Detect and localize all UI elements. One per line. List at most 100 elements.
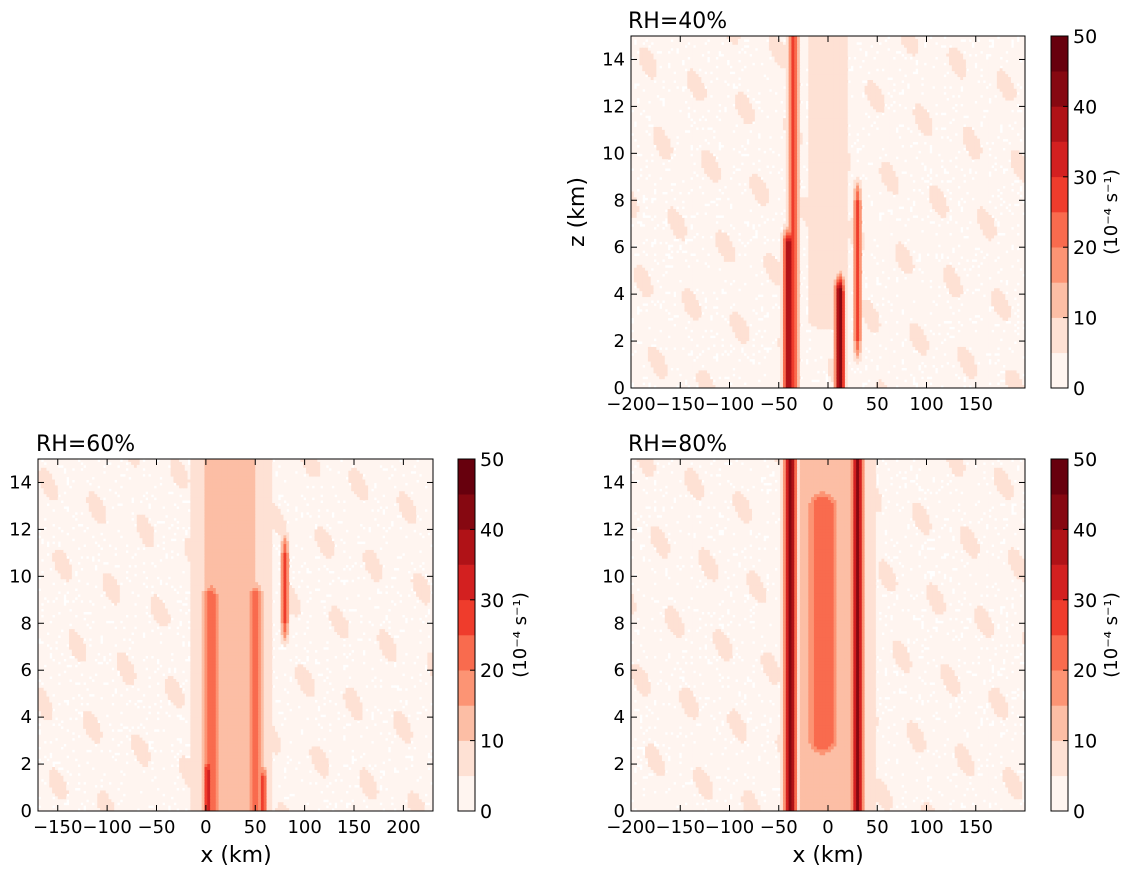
contour-cell [743,80,747,84]
contour-cell [1022,103,1025,107]
contour-cell [977,109,981,113]
contour-cell [968,36,973,40]
contour-cell [898,36,902,40]
contour-cell [839,112,843,116]
contour-cell [946,65,950,69]
contour-cell [954,138,958,143]
contour-cell [934,62,939,66]
contour-cell [760,68,764,72]
contour-cell [780,74,784,78]
contour-cell [631,144,635,148]
contour-cell [898,126,902,131]
contour-cell [681,53,685,58]
contour-cell [768,65,773,69]
contour-cell [678,103,683,107]
contour-cell [847,121,852,125]
contour-cell [884,121,888,125]
contour-cell [926,135,930,140]
contour-cell [1022,124,1025,128]
contour-cell [940,77,944,81]
contour-cell [659,109,663,113]
contour-cell [768,36,773,40]
contour-cell [757,109,761,113]
contour-cell [954,36,958,40]
contour-cell [729,38,733,43]
contour-cell [701,97,705,102]
contour-cell [873,126,877,131]
contour-cell [856,100,860,104]
contour-cell [712,124,716,128]
contour-cell [915,118,919,122]
contour-cell [996,71,1001,75]
contour-cell [988,68,992,72]
contour-cell [735,82,739,87]
contour-cell [636,132,640,137]
contour-cell [957,100,961,104]
contour-cell [811,126,815,131]
contour-cell [811,36,815,40]
contour-cell [771,100,776,104]
contour-cell [901,59,905,63]
contour-cell [996,38,1001,43]
contour-cell [785,132,790,137]
contour-cell [996,124,1001,128]
contour-cell [760,59,764,63]
contour-cell [631,74,635,78]
contour-cell [808,138,812,143]
contour-cell [940,115,944,119]
contour-cell [690,47,694,52]
contour-cell [867,59,871,63]
contour-cell [684,71,688,75]
contour-cell [856,126,860,131]
contour-cell [704,141,708,146]
contour-cell [777,126,781,131]
contour-cell [681,129,685,134]
contour-cell [797,82,801,87]
contour-cell [642,53,646,58]
contour-cell [1016,65,1020,69]
contour-cell [957,65,961,69]
contour-cell [1002,144,1006,148]
contour-cell [642,38,646,43]
contour-cell [912,100,916,104]
contour-cell [867,80,871,84]
contour-cell [681,100,685,104]
contour-cell [943,100,947,104]
contour-cell [920,71,925,75]
contour-cell [963,126,967,131]
contour-cell [709,115,714,119]
contour-cell [903,121,908,125]
contour-cell [777,135,781,140]
contour-cell [943,138,947,143]
contour-cell [991,97,995,102]
contour-cell [659,88,663,93]
contour-cell [982,85,987,90]
contour-cell [757,85,761,90]
contour-cell [729,47,733,52]
contour-cell [833,135,837,140]
contour-cell [704,109,708,113]
contour-cell [760,82,764,87]
contour-cell [867,47,871,52]
contour-cell [887,141,891,146]
contour-cell [923,103,927,107]
contour-cell [881,97,885,102]
contour-cell [690,65,694,69]
contour-cell [811,147,815,151]
contour-cell [909,74,913,78]
contour-cell [901,103,905,107]
contour-cell [898,88,902,93]
contour-cell [760,65,764,69]
contour-cell [771,36,776,40]
contour-cell [858,56,863,60]
contour-cell [920,36,925,40]
contour-cell [847,112,852,116]
contour-cell [1022,59,1025,63]
contour-cell [782,82,787,87]
contour-cell [985,135,989,140]
contour-cell [875,135,880,140]
contour-cell [808,147,812,151]
contour-cell [774,62,778,66]
contour-cell [926,77,930,81]
contour-cell [861,41,866,46]
